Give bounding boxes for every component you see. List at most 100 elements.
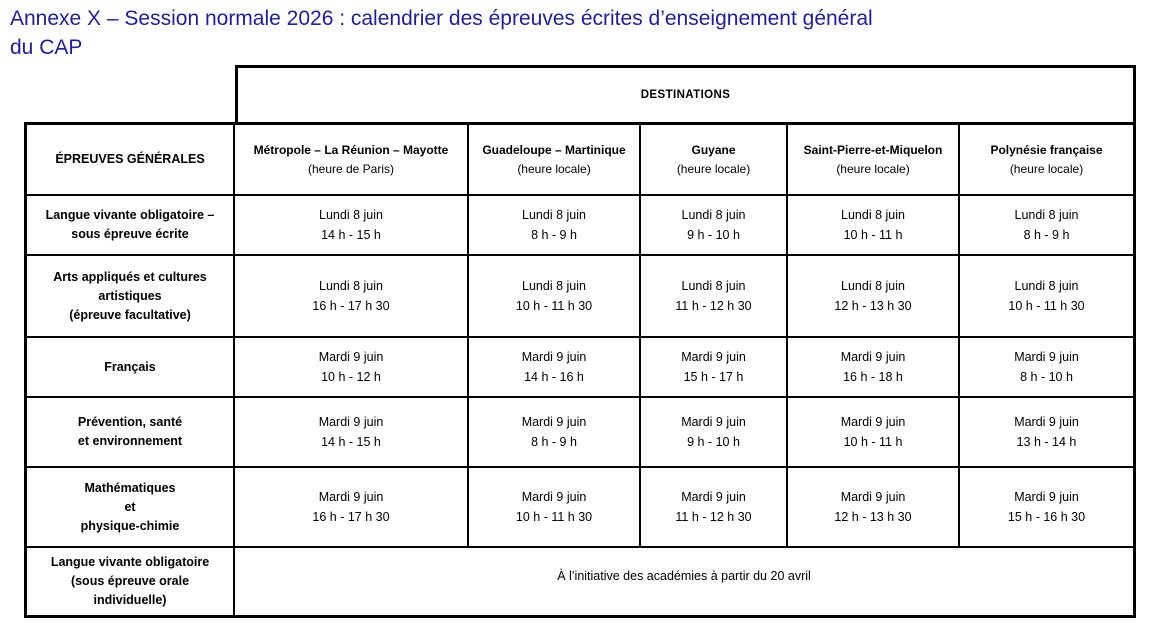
schedule-cell: Mardi 9 juin 13 h - 14 h bbox=[960, 398, 1136, 468]
schedule-cell: Lundi 8 juin 14 h - 15 h bbox=[235, 196, 469, 256]
column-header-note: (heure locale) bbox=[676, 161, 751, 176]
schedule-cell: Mardi 9 juin 15 h - 17 h bbox=[641, 338, 788, 398]
table-corner-spacer bbox=[24, 65, 235, 122]
date-line: Lundi 8 juin bbox=[1014, 208, 1079, 222]
date-line: Mardi 9 juin bbox=[521, 350, 587, 364]
date-line: Mardi 9 juin bbox=[840, 415, 906, 429]
schedule-cell: Mardi 9 juin 8 h - 9 h bbox=[469, 398, 641, 468]
column-header-metropole: Métropole – La Réunion – Mayotte (heure … bbox=[235, 122, 469, 196]
date-line: Mardi 9 juin bbox=[681, 490, 746, 504]
time-line: 9 h - 10 h bbox=[687, 228, 740, 242]
time-line: 8 h - 9 h bbox=[531, 435, 577, 449]
schedule-cell: Lundi 8 juin 10 h - 11 h 30 bbox=[469, 256, 641, 338]
time-line: 10 h - 11 h bbox=[843, 228, 903, 242]
date-line: Mardi 9 juin bbox=[318, 350, 384, 364]
row-label-line: (sous épreuve orale bbox=[70, 574, 190, 588]
row-label-line: Prévention, santé bbox=[77, 415, 183, 429]
time-line: 11 h - 12 h 30 bbox=[675, 510, 752, 524]
time-line: 12 h - 13 h 30 bbox=[834, 510, 912, 524]
academies-initiative-cell: À l’initiative des académies à partir du… bbox=[235, 548, 1136, 618]
row-label-line: (épreuve facultative) bbox=[69, 307, 191, 322]
schedule-cell: Mardi 9 juin 11 h - 12 h 30 bbox=[641, 468, 788, 548]
page-title-line-1: Annexe X – Session normale 2026 : calend… bbox=[10, 7, 873, 30]
schedule-cell: Mardi 9 juin 16 h - 18 h bbox=[788, 338, 960, 398]
column-header-polynesie-francaise: Polynésie française (heure locale) bbox=[960, 122, 1136, 196]
column-header-note: (heure locale) bbox=[517, 161, 591, 176]
date-line: Lundi 8 juin bbox=[841, 208, 905, 222]
time-line: 8 h - 9 h bbox=[531, 228, 577, 242]
row-label-line: physique-chimie bbox=[80, 518, 180, 533]
time-line: 16 h - 17 h 30 bbox=[312, 510, 390, 524]
time-line: 16 h - 18 h bbox=[843, 370, 903, 384]
schedule-cell: Mardi 9 juin 10 h - 11 h bbox=[788, 398, 960, 468]
row-label-line: sous épreuve écrite bbox=[71, 227, 189, 241]
schedule-cell: Lundi 8 juin 10 h - 11 h bbox=[788, 196, 960, 256]
time-line: 10 h - 11 h 30 bbox=[1008, 299, 1085, 313]
time-line: 14 h - 15 h bbox=[321, 435, 381, 449]
date-line: Lundi 8 juin bbox=[841, 279, 905, 293]
column-header-name: Saint-Pierre-et-Miquelon bbox=[803, 142, 943, 157]
time-line: 9 h - 10 h bbox=[687, 435, 740, 449]
row-label-line: et bbox=[124, 499, 136, 514]
column-header-name: Polynésie française bbox=[990, 142, 1103, 157]
column-header-name: Métropole – La Réunion – Mayotte bbox=[253, 142, 449, 157]
page-title: Annexe X – Session normale 2026 : calend… bbox=[10, 4, 1140, 62]
row-label-line: Arts appliqués et cultures bbox=[53, 269, 207, 284]
time-line: 15 h - 17 h bbox=[683, 370, 744, 384]
row-label-line: Langue vivante obligatoire – bbox=[45, 208, 215, 222]
date-line: Lundi 8 juin bbox=[522, 208, 586, 222]
date-line: Mardi 9 juin bbox=[521, 490, 587, 504]
row-label-prevention-sante: Prévention, santé et environnement bbox=[24, 398, 235, 468]
time-line: 12 h - 13 h 30 bbox=[834, 299, 912, 313]
column-header-note: (heure de Paris) bbox=[307, 161, 395, 176]
time-line: 8 h - 9 h bbox=[1023, 228, 1070, 242]
epreuves-generales-header-cell: ÉPREUVES GÉNÉRALES bbox=[24, 122, 235, 196]
time-line: 10 h - 12 h bbox=[321, 370, 381, 384]
schedule-cell: Mardi 9 juin 10 h - 12 h bbox=[235, 338, 469, 398]
schedule-cell: Mardi 9 juin 10 h - 11 h 30 bbox=[469, 468, 641, 548]
exam-schedule-table: DESTINATIONS ÉPREUVES GÉNÉRALES Métropol… bbox=[24, 65, 1136, 618]
schedule-cell: Lundi 8 juin 10 h - 11 h 30 bbox=[960, 256, 1136, 338]
schedule-cell: Mardi 9 juin 14 h - 16 h bbox=[469, 338, 641, 398]
row-label-langue-vivante-orale: Langue vivante obligatoire (sous épreuve… bbox=[24, 548, 235, 618]
date-line: Lundi 8 juin bbox=[1014, 279, 1079, 293]
date-line: Mardi 9 juin bbox=[1014, 415, 1079, 429]
row-label-line: Langue vivante obligatoire bbox=[50, 555, 210, 569]
time-line: 16 h - 17 h 30 bbox=[312, 299, 390, 313]
column-header-guyane: Guyane (heure locale) bbox=[641, 122, 788, 196]
time-line: 14 h - 15 h bbox=[321, 228, 381, 242]
row-label-arts-appliques: Arts appliqués et cultures artistiques (… bbox=[24, 256, 235, 338]
schedule-cell: Mardi 9 juin 15 h - 16 h 30 bbox=[960, 468, 1136, 548]
page-title-line-2: du CAP bbox=[10, 36, 83, 59]
time-line: 8 h - 10 h bbox=[1020, 370, 1073, 384]
row-label-line: et environnement bbox=[77, 434, 183, 448]
column-header-name: Guyane bbox=[691, 142, 736, 157]
schedule-cell: Lundi 8 juin 8 h - 9 h bbox=[960, 196, 1136, 256]
date-line: Mardi 9 juin bbox=[318, 490, 384, 504]
column-header-name: Guadeloupe – Martinique bbox=[482, 142, 626, 157]
time-line: 10 h - 11 h 30 bbox=[515, 510, 593, 524]
time-line: 10 h - 11 h bbox=[843, 435, 903, 449]
row-label-line: Mathématiques bbox=[84, 480, 176, 495]
date-line: Lundi 8 juin bbox=[522, 279, 586, 293]
destinations-header-cell: DESTINATIONS bbox=[235, 65, 1136, 122]
schedule-cell: Lundi 8 juin 12 h - 13 h 30 bbox=[788, 256, 960, 338]
row-label-line: artistiques bbox=[98, 288, 162, 303]
row-label-line: Français bbox=[104, 359, 156, 374]
date-line: Mardi 9 juin bbox=[1014, 490, 1079, 504]
date-line: Lundi 8 juin bbox=[319, 208, 383, 222]
schedule-cell: Mardi 9 juin 9 h - 10 h bbox=[641, 398, 788, 468]
date-line: Mardi 9 juin bbox=[840, 350, 906, 364]
date-line: Mardi 9 juin bbox=[681, 415, 746, 429]
schedule-cell: Lundi 8 juin 9 h - 10 h bbox=[641, 196, 788, 256]
date-line: Lundi 8 juin bbox=[319, 279, 383, 293]
time-line: 11 h - 12 h 30 bbox=[675, 299, 752, 313]
time-line: 13 h - 14 h bbox=[1016, 435, 1077, 449]
schedule-cell: Lundi 8 juin 16 h - 17 h 30 bbox=[235, 256, 469, 338]
column-header-note: (heure locale) bbox=[836, 161, 910, 176]
schedule-cell: Mardi 9 juin 14 h - 15 h bbox=[235, 398, 469, 468]
time-line: 14 h - 16 h bbox=[524, 370, 584, 384]
date-line: Mardi 9 juin bbox=[1014, 350, 1079, 364]
date-line: Mardi 9 juin bbox=[318, 415, 384, 429]
